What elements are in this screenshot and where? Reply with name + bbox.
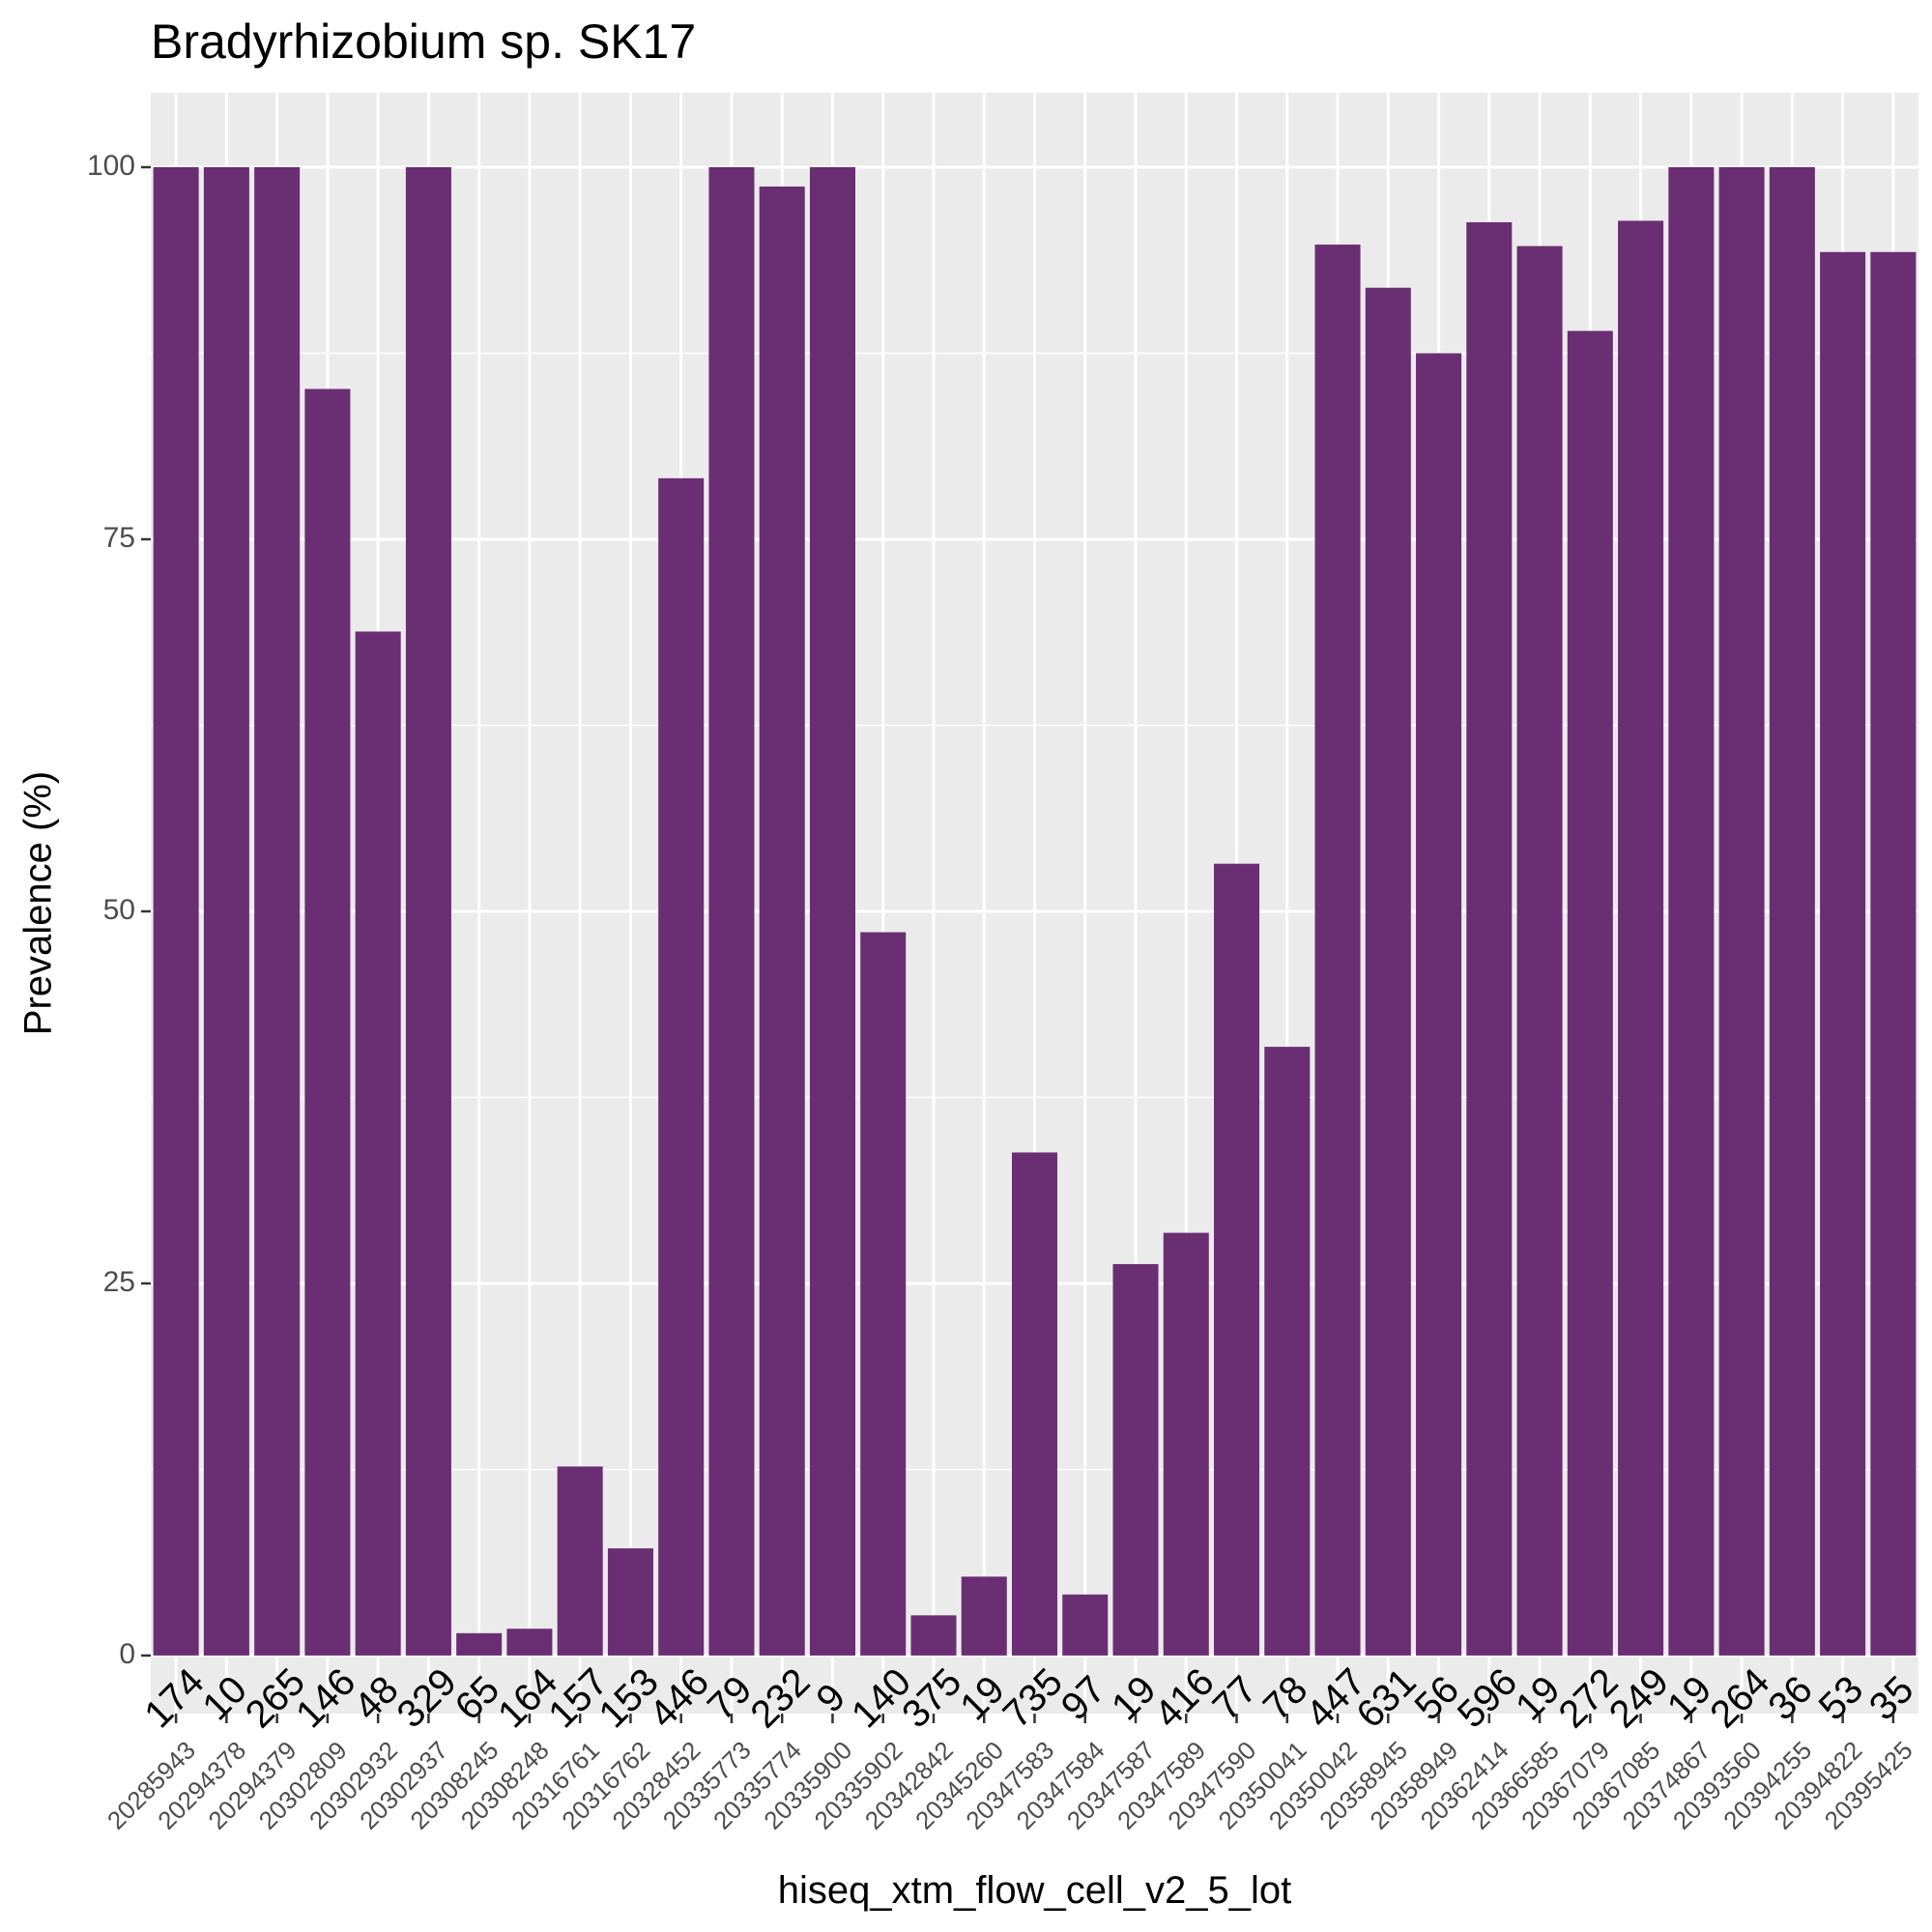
y-tick-label: 0 <box>119 1638 135 1670</box>
y-tick-label: 75 <box>103 522 135 554</box>
bar <box>1163 1232 1209 1656</box>
bar <box>1668 166 1715 1656</box>
bar <box>860 932 907 1656</box>
y-axis-title: Prevalence (%) <box>17 771 60 1035</box>
bar <box>1365 287 1411 1656</box>
bar <box>355 631 401 1656</box>
bar <box>607 1548 653 1656</box>
bar <box>910 1615 957 1656</box>
bar <box>1214 863 1260 1656</box>
bar <box>1820 251 1866 1656</box>
bar <box>1062 1594 1109 1656</box>
bar <box>1466 221 1513 1656</box>
bar <box>1618 220 1664 1656</box>
y-tick-label: 50 <box>103 894 135 926</box>
chart-title: Bradyrhizobium sp. SK17 <box>151 14 697 69</box>
bar <box>1870 251 1917 1656</box>
bar <box>203 166 249 1656</box>
bar <box>1011 1152 1058 1656</box>
bar <box>254 166 301 1656</box>
bar <box>1516 245 1563 1656</box>
bar <box>153 166 199 1656</box>
bar <box>1567 331 1613 1656</box>
bar <box>557 1466 603 1656</box>
bar <box>708 166 755 1656</box>
bar <box>405 166 451 1656</box>
bar <box>759 187 805 1656</box>
bars <box>153 166 1917 1656</box>
bar <box>1718 166 1765 1656</box>
bar <box>809 166 855 1656</box>
y-tick-label: 100 <box>87 150 135 182</box>
bar <box>456 1632 503 1656</box>
bar <box>1264 1047 1311 1656</box>
bar <box>304 389 351 1656</box>
bar <box>1416 353 1462 1656</box>
x-axis-title: hiseq_xtm_flow_cell_v2_5_lot <box>778 1869 1291 1912</box>
y-tick-label: 25 <box>103 1266 135 1298</box>
bar <box>1314 245 1361 1656</box>
bar <box>658 477 705 1656</box>
bar <box>961 1576 1007 1656</box>
bar <box>506 1629 553 1656</box>
bar <box>1769 166 1815 1656</box>
bar <box>1112 1263 1159 1656</box>
